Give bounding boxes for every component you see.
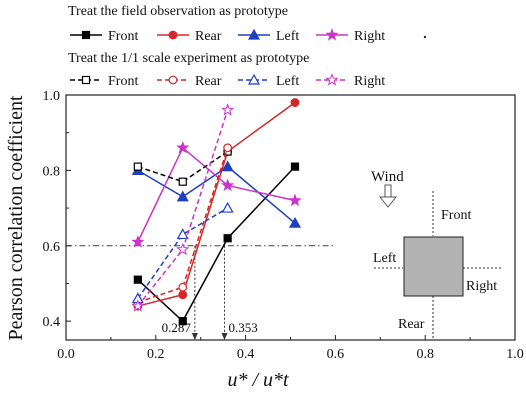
- legend-label: Rear: [195, 29, 222, 44]
- annotation-label-0.287: 0.287: [162, 320, 192, 335]
- x-axis-label-text: u* / u*t: [227, 369, 289, 391]
- legend-label: Right: [354, 74, 385, 89]
- series-line-field-left: [137, 165, 296, 224]
- legend: Treat the field observation as prototype…: [68, 4, 427, 89]
- legend-label: Left: [276, 74, 299, 89]
- legend-swatch-marker: [325, 28, 339, 41]
- x-axis-label: u* / u*t: [227, 369, 289, 391]
- data-point-field-rear-1: [178, 290, 188, 300]
- legend-swatch-marker: [247, 28, 261, 40]
- legend-swatch-marker: [247, 73, 261, 85]
- legend-swatch-marker: [168, 30, 178, 40]
- inset-label-right: Right: [466, 279, 497, 294]
- legend-label: Front: [108, 74, 138, 89]
- data-point-scale-rear-1: [178, 282, 188, 292]
- legend-label: Rear: [195, 74, 222, 89]
- series-scale-right: [131, 103, 235, 312]
- data-point-field-left-2: [221, 160, 234, 172]
- annotation-lines: [191, 245, 228, 340]
- y-tick-label: 0.4: [43, 315, 61, 330]
- legend-swatch-marker: [81, 75, 91, 85]
- legend-item-field-front: Front: [70, 29, 138, 44]
- data-point-scale-left-1: [176, 228, 189, 240]
- wind-label: Wind: [371, 169, 404, 185]
- data-point-field-left-3: [288, 216, 302, 228]
- data-point-scale-left-2: [221, 201, 234, 213]
- legend-label: Right: [354, 29, 385, 44]
- x-tick-label: 0.0: [57, 347, 75, 362]
- legend-item-scale-front: Front: [70, 74, 138, 89]
- legend-swatch-marker: [325, 73, 339, 86]
- series-line-field-rear: [137, 101, 296, 307]
- wind-arrow-icon: [378, 184, 398, 208]
- legend-item-field-rear: Rear: [157, 29, 222, 44]
- data-point-field-right-3: [288, 193, 302, 207]
- series-scale-left: [131, 201, 234, 304]
- annotation-arrow-0.353: [221, 333, 228, 340]
- legend-group-title-field: Treat the field observation as prototype: [68, 4, 288, 19]
- data-point-field-front-2: [223, 234, 232, 243]
- legend-group-title-scale: Treat the 1/1 scale experiment as protot…: [68, 51, 309, 66]
- data-point-field-right-0: [131, 235, 145, 248]
- legend-row-field: Front Rear Left Right: [70, 28, 385, 44]
- data-point-scale-right-0: [131, 299, 145, 312]
- annotation-arrow-0.287: [191, 333, 198, 340]
- x-tick-label: 0.8: [416, 347, 434, 362]
- y-tick-label: 1.0: [43, 89, 61, 104]
- series-line-scale-left: [137, 207, 229, 299]
- data-point-field-front-0: [133, 275, 142, 284]
- data-point-field-right-2: [221, 178, 235, 192]
- data-point-field-front-3: [290, 162, 300, 171]
- building-block: [403, 236, 464, 297]
- series-layer: [131, 98, 302, 326]
- legend-item-field-right: Right: [316, 28, 385, 44]
- legend-label: Front: [108, 29, 138, 44]
- inset-label-left: Left: [373, 251, 396, 266]
- legend-item-field-left: Left: [238, 28, 299, 44]
- y-axis: 0.4 0.6 0.8 1.0: [43, 89, 71, 330]
- data-point-scale-right-2: [221, 103, 235, 116]
- annotation-labels: 0.287 0.353: [162, 320, 258, 335]
- legend-label: Left: [276, 29, 299, 44]
- legend-swatch-marker: [168, 75, 178, 85]
- legend-item-scale-rear: Rear: [157, 74, 222, 89]
- data-point-field-front-1: [178, 317, 187, 326]
- x-tick-label: 1.0: [506, 347, 524, 362]
- legend-row-scale: Front Rear Left Right: [70, 73, 385, 89]
- legend-swatch-marker: [81, 30, 91, 40]
- legend-item-scale-right: Right: [316, 73, 385, 89]
- y-tick-label: 0.6: [43, 240, 61, 255]
- x-tick-label: 0.2: [147, 347, 165, 362]
- y-axis-label: Pearson correlation coefficient: [5, 95, 27, 341]
- data-point-field-rear-3: [290, 98, 300, 107]
- x-tick-label: 0.4: [237, 347, 255, 362]
- data-point-field-right-1: [176, 140, 190, 154]
- data-point-field-left-1: [176, 190, 189, 202]
- x-tick-label: 0.6: [327, 347, 345, 362]
- series-line-scale-front: [137, 150, 229, 183]
- y-tick-label: 0.8: [43, 164, 61, 179]
- plot-area: 0.0 0.2 0.4 0.6 0.8 1.0 0.4 0.6 0.8 1.0 0.287 0.3…: [43, 89, 524, 362]
- x-axis: 0.0 0.2 0.4 0.6 0.8 1.0: [57, 335, 524, 362]
- inset-label-rear: Rear: [398, 317, 425, 332]
- inset-label-front: Front: [441, 208, 471, 223]
- data-point-scale-front-0: [133, 162, 142, 171]
- data-point-scale-front-1: [178, 177, 187, 186]
- annotation-label-0.353: 0.353: [228, 320, 257, 335]
- legend-item-scale-left: Left: [238, 73, 299, 89]
- data-point-scale-rear-2: [223, 143, 233, 153]
- data-point-scale-right-1: [176, 242, 190, 256]
- legend-dot: [423, 35, 427, 39]
- wind-inset: Wind Front Left Right Rear: [371, 169, 502, 338]
- series-line-scale-rear: [137, 147, 229, 304]
